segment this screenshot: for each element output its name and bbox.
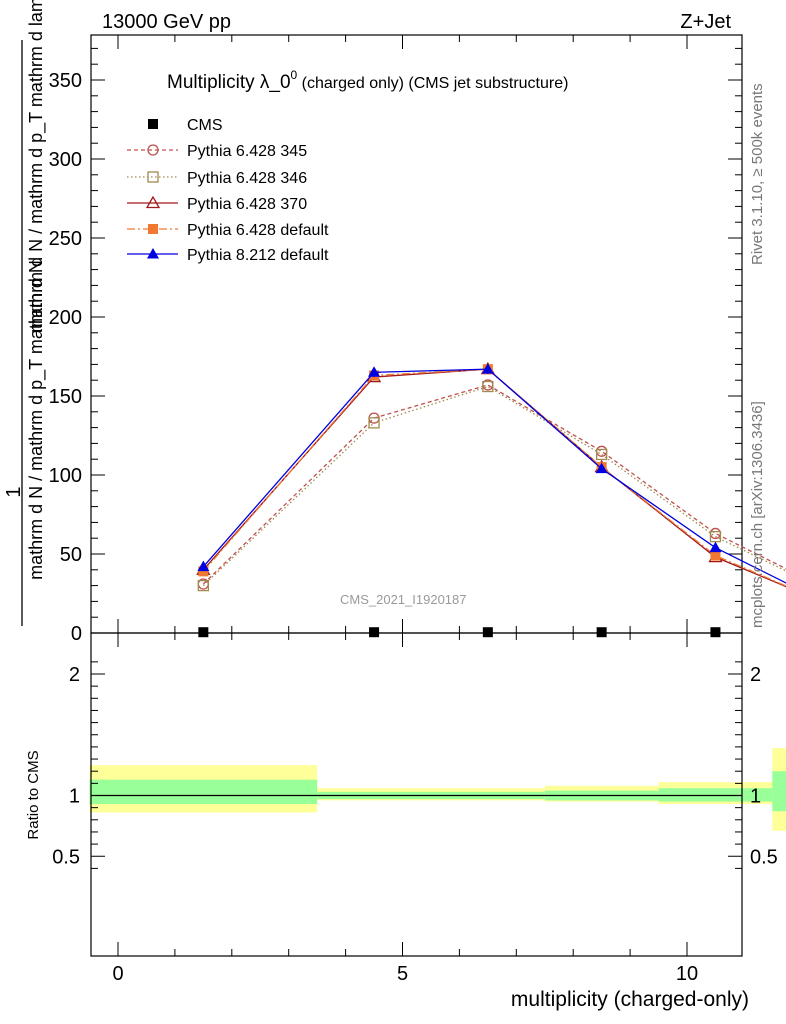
ratio-y-tick-label-left: 0.5 — [52, 846, 80, 868]
main-ylabel: 1 mathrm d N / mathrm d p_T mathrm d N m… — [3, 0, 47, 626]
main-y-tick-label: 0 — [71, 623, 82, 645]
series-p345 — [197, 379, 786, 590]
series-p346 — [197, 380, 786, 592]
legend-label-p6def: Pythia 6.428 default — [187, 222, 329, 239]
series-cms — [198, 627, 721, 638]
ratio-band-inner-5 — [772, 771, 786, 812]
legend-marker-p346 — [147, 171, 159, 183]
legend-title-sup: 0 — [291, 68, 298, 82]
main-ylabel-upper: mathrm d N / mathrm d p_T mathrm d lambd… — [26, 0, 47, 333]
main-y-tick-label: 250 — [49, 228, 82, 250]
series-line-p8def — [202, 368, 786, 584]
point-p346-0 — [197, 579, 210, 592]
point-p6def-0 — [198, 566, 209, 577]
series-p370 — [196, 361, 786, 588]
axis-ticks — [91, 35, 742, 956]
point-cms-0 — [198, 627, 209, 638]
series-p8def — [197, 363, 786, 584]
legend-title-rest: (charged only) (CMS jet substructure) — [297, 75, 568, 92]
x-tick-label: 0 — [112, 963, 123, 985]
point-p346-3 — [596, 448, 608, 461]
mcplots-label: mcplots.cern.ch [arXiv:1306.3436] — [749, 401, 766, 628]
legend-marker-p8def — [147, 248, 159, 259]
x-tick-label: 5 — [397, 963, 408, 985]
rivet-label: Rivet 3.1.10, ≥ 500k events — [749, 83, 766, 265]
series-line-p370 — [202, 368, 786, 588]
legend: Multiplicity λ_00 (charged only) (CMS je… — [127, 68, 568, 264]
ratio-y-tick-label-right: 2 — [750, 664, 761, 686]
point-p8def-0 — [197, 560, 210, 572]
series-line-p6def — [202, 368, 786, 587]
x-tick-label: 10 — [676, 963, 698, 985]
process-label: Z+Jet — [680, 11, 731, 33]
legend-label-p345: Pythia 6.428 345 — [187, 143, 307, 160]
point-p8def-3 — [595, 462, 608, 474]
ratio-y-tick-label-left: 1 — [69, 786, 80, 808]
ratio-band-inner-4 — [658, 788, 773, 802]
point-cms-1 — [369, 627, 380, 638]
series-p6def — [198, 364, 786, 587]
main-ylabel-lower: mathrm d N / mathrm d p_T mathrm d N — [26, 260, 47, 580]
legend-label-p346: Pythia 6.428 346 — [187, 170, 307, 187]
ratio-ylabel: Ratio to CMS — [25, 750, 42, 839]
main-y-tick-label: 50 — [60, 544, 82, 566]
main-y-tick-label: 300 — [49, 149, 82, 171]
legend-title-main: Multiplicity λ_0 — [167, 72, 291, 93]
ratio-y-tick-label-right: 1 — [750, 786, 761, 808]
legend-label-p370: Pythia 6.428 370 — [187, 196, 307, 213]
ratio-y-tick-label-right: 0.5 — [750, 846, 778, 868]
point-p6def-4 — [710, 550, 721, 561]
ratio-plot-frame — [90, 632, 743, 957]
legend-marker-p6def — [148, 224, 158, 234]
legend-marker-cms — [148, 119, 158, 129]
point-cms-3 — [596, 627, 607, 638]
main-y-tick-label: 350 — [49, 70, 82, 92]
series-line-p345 — [202, 384, 786, 585]
ratio-uncertainty-bands — [89, 748, 786, 831]
ratio-y-tick-label-left: 2 — [69, 664, 80, 686]
x-axis-label: multiplicity (charged-only) — [511, 988, 749, 1011]
point-cms-2 — [482, 627, 493, 638]
analysis-watermark: CMS_2021_I1920187 — [340, 592, 467, 607]
main-ylabel-numerator: 1 — [3, 486, 25, 497]
series-line-p346 — [202, 385, 786, 587]
legend-title: Multiplicity λ_00 (charged only) (CMS je… — [167, 68, 568, 93]
point-p346-1 — [368, 417, 380, 429]
point-cms-4 — [710, 627, 721, 638]
point-p346-4 — [709, 530, 722, 543]
main-y-tick-label: 150 — [49, 386, 82, 408]
main-y-tick-label: 100 — [49, 465, 82, 487]
legend-marker-p345 — [147, 144, 159, 156]
point-p346-2 — [482, 380, 494, 393]
ratio-band-inner-0 — [89, 779, 318, 805]
energy-label: 13000 GeV pp — [102, 11, 231, 33]
legend-marker-p370 — [145, 195, 161, 209]
data-series — [196, 361, 786, 638]
main-y-tick-label: 200 — [49, 307, 82, 329]
legend-label-p8def: Pythia 8.212 default — [187, 247, 329, 264]
legend-label-cms: CMS — [187, 117, 223, 134]
point-p8def-4 — [709, 541, 722, 553]
